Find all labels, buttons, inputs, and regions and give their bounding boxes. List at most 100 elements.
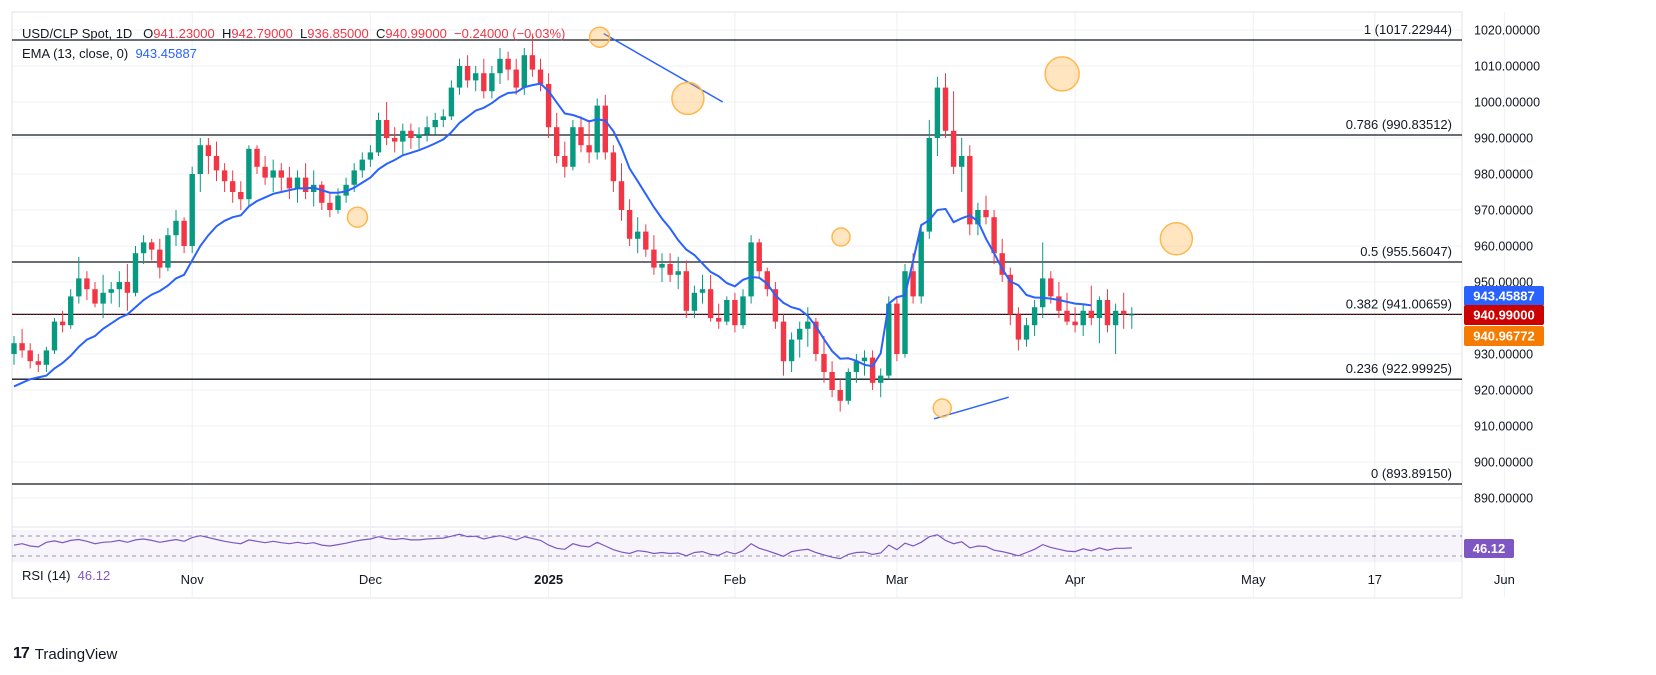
- y-tick-label: 1000.00000: [1474, 96, 1540, 110]
- candle-down: [716, 318, 722, 322]
- candle-down: [481, 73, 487, 92]
- candle-down: [967, 156, 973, 225]
- price-tag: [1464, 326, 1544, 346]
- candle-down: [464, 66, 471, 81]
- candle-down: [278, 170, 284, 178]
- fib-level-label: 1 (1017.22944): [1364, 22, 1452, 37]
- candle-down: [19, 343, 25, 351]
- candle-up: [1096, 300, 1103, 318]
- candle-up: [1129, 314, 1135, 316]
- candle-down: [286, 177, 293, 189]
- y-tick-label: 990.00000: [1474, 132, 1533, 146]
- candle-up: [699, 289, 706, 293]
- candle-down: [1007, 274, 1013, 315]
- candle-down: [205, 145, 212, 156]
- price-tags: 943.45887 940.99000 940.96772: [1464, 286, 1544, 346]
- tradingview-logo-icon: 17: [13, 645, 30, 662]
- open-value: 941.23000: [153, 26, 215, 41]
- candle-down: [756, 242, 762, 272]
- candle-up: [140, 242, 147, 254]
- x-tick-label: 2025: [534, 572, 563, 587]
- y-tick-label: 960.00000: [1474, 240, 1533, 254]
- fib-level-label: 0 (893.89150): [1371, 466, 1452, 481]
- swing-circle: [671, 81, 705, 116]
- symbol-label[interactable]: USD/CLP Spot, 1D: [22, 26, 133, 41]
- candle-down: [513, 69, 519, 88]
- brand-name: TradingView: [34, 645, 118, 663]
- trendline-drawings: [346, 26, 1194, 420]
- candle-up: [76, 278, 82, 297]
- candle-up: [416, 134, 422, 138]
- time-axis: Nov Dec 2025 Feb Mar Apr May 17 Jun: [181, 572, 1515, 587]
- low-label: L: [300, 26, 308, 41]
- candle-down: [302, 177, 309, 192]
- candle-down: [221, 170, 228, 182]
- y-tick-label: 1020.00000: [1474, 24, 1540, 38]
- high-value: 942.79000: [231, 26, 293, 41]
- candle-up: [1040, 278, 1046, 308]
- price-tag-label: 940.96772: [1473, 329, 1534, 344]
- price-tag-label: 943.45887: [1473, 289, 1534, 304]
- candle-down: [667, 264, 673, 275]
- rsi-legend: RSI (14) 46.12: [22, 568, 110, 583]
- candle-up: [659, 264, 665, 268]
- candle-down: [586, 145, 592, 153]
- rsi-pane: 46.12: [12, 530, 1514, 562]
- resistance-trendline: [603, 32, 724, 103]
- low-value: 936.85000: [307, 26, 369, 41]
- candle-down: [618, 181, 625, 210]
- candle-up: [440, 116, 446, 120]
- fib-level-label: 0.236 (922.99925): [1346, 361, 1452, 376]
- candle-up: [359, 159, 365, 171]
- candle-up: [456, 66, 463, 88]
- x-tick-label: Nov: [181, 572, 205, 587]
- candle-down: [626, 210, 633, 239]
- high-label: H: [221, 26, 232, 41]
- candle-up: [68, 296, 74, 326]
- rsi-value-tag-label: 46.12: [1473, 541, 1506, 556]
- candle-down: [238, 192, 244, 200]
- candle-up: [351, 170, 357, 185]
- candle-down: [554, 127, 560, 156]
- ema-label[interactable]: EMA (13, close, 0): [22, 46, 129, 61]
- candle-down: [562, 156, 568, 167]
- ema-row: EMA (13, close, 0) 943.45887: [22, 44, 565, 64]
- candle-up: [570, 127, 576, 167]
- rsi-label[interactable]: RSI (14): [22, 568, 71, 583]
- candle-down: [983, 210, 989, 218]
- candle-down: [1104, 300, 1111, 326]
- swing-circle: [831, 227, 851, 247]
- candle-down: [651, 249, 657, 268]
- candle-up: [165, 235, 171, 268]
- candle-down: [1015, 314, 1022, 340]
- y-tick-label: 920.00000: [1474, 384, 1533, 398]
- candle-up: [116, 282, 122, 290]
- candle-up: [902, 271, 908, 354]
- fib-level-label: 0.786 (990.83512): [1346, 117, 1452, 132]
- tradingview-brand[interactable]: 17 TradingView: [13, 645, 117, 663]
- candle-down: [84, 278, 90, 290]
- candle-up: [594, 105, 600, 153]
- candle-down: [643, 231, 649, 250]
- candle-up: [724, 300, 730, 322]
- candle-down: [950, 130, 957, 167]
- candle-up: [1080, 310, 1086, 326]
- candle-down: [910, 271, 916, 297]
- candle-down: [772, 289, 779, 322]
- candle-up: [246, 148, 252, 200]
- y-tick-label: 900.00000: [1474, 456, 1533, 470]
- candle-up: [335, 195, 341, 210]
- candle-down: [319, 184, 325, 203]
- candle-up: [189, 174, 195, 246]
- candle-up: [521, 55, 527, 88]
- candle-up: [367, 152, 374, 160]
- candle-down: [505, 58, 511, 70]
- candle-up: [270, 170, 276, 178]
- y-tick-label: 890.00000: [1474, 492, 1533, 506]
- candle-down: [894, 303, 900, 354]
- candle-down: [813, 321, 819, 354]
- candle-down: [837, 390, 843, 401]
- swing-circle: [346, 206, 369, 228]
- rsi-value: 46.12: [77, 568, 111, 583]
